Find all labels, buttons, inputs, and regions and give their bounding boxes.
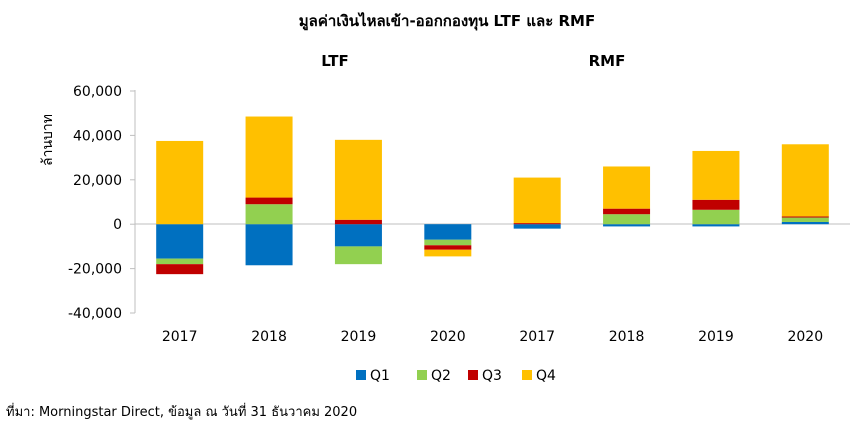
bar-q3-7 xyxy=(781,216,829,218)
bar-q2-6 xyxy=(692,209,740,225)
bar-q3-5 xyxy=(603,208,651,215)
bar-q2-0 xyxy=(156,258,204,265)
bar-q1-2 xyxy=(334,224,382,247)
chart-title: มูลค่าเงินไหลเข้า-ออกกองทุน LTF และ RMF xyxy=(299,11,595,31)
bar-q2-5 xyxy=(603,214,651,225)
bar-q2-3 xyxy=(424,239,472,246)
bar-q4-5 xyxy=(603,166,651,209)
legend-swatch-q3 xyxy=(468,370,478,380)
legend-swatch-q2 xyxy=(417,370,427,380)
x-tick-label: 2018 xyxy=(251,329,287,345)
bar-q3-1 xyxy=(245,197,293,205)
bar-q3-2 xyxy=(334,219,382,225)
y-tick-label: 40,000 xyxy=(73,128,122,144)
x-tick-label: 2018 xyxy=(609,329,645,345)
bar-q1-5 xyxy=(603,224,651,227)
bar-q1-3 xyxy=(424,224,472,240)
y-axis-title: ล้านบาท xyxy=(40,114,56,166)
legend-label-q1: Q1 xyxy=(370,368,390,384)
y-tick-label: 60,000 xyxy=(73,84,122,100)
legend-swatch-q1 xyxy=(356,370,366,380)
bar-q1-4 xyxy=(513,224,561,229)
bar-q4-0 xyxy=(156,140,204,225)
legend-swatch-q4 xyxy=(522,370,532,380)
bar-q4-3 xyxy=(424,249,472,257)
x-tick-label: 2017 xyxy=(519,329,555,345)
x-tick-label: 2020 xyxy=(787,329,823,345)
x-tick-label: 2017 xyxy=(162,329,198,345)
group-label-ltf: LTF xyxy=(321,52,349,70)
bar-q4-7 xyxy=(781,144,829,217)
bar-q1-6 xyxy=(692,224,740,227)
x-tick-label: 2019 xyxy=(698,329,734,345)
legend: Q1 Q2 Q3 Q4 xyxy=(356,368,556,384)
source-note: ที่มา: Morningstar Direct, ข้อมูล ณ วันท… xyxy=(6,405,358,420)
y-tick-label: -40,000 xyxy=(68,306,122,322)
bar-q4-2 xyxy=(334,139,382,220)
bar-q2-2 xyxy=(334,246,382,265)
y-tick-label: 0 xyxy=(113,217,122,233)
bar-q4-4 xyxy=(513,177,561,224)
bar-q2-7 xyxy=(781,217,829,222)
bar-q1-0 xyxy=(156,224,204,259)
legend-label-q3: Q3 xyxy=(482,368,502,384)
bar-q4-1 xyxy=(245,116,293,198)
bar-q4-6 xyxy=(692,150,740,200)
group-label-rmf: RMF xyxy=(589,52,626,70)
x-tick-label: 2019 xyxy=(341,329,377,345)
bar-q3-4 xyxy=(513,223,561,225)
y-tick-label: 20,000 xyxy=(73,173,122,189)
legend-label-q2: Q2 xyxy=(431,368,451,384)
x-tick-label: 2020 xyxy=(430,329,466,345)
bar-q2-1 xyxy=(245,204,293,225)
y-ticks: 60,000 40,000 20,000 0 -20,000 -40,000 xyxy=(68,84,135,322)
y-tick-label: -20,000 xyxy=(68,262,122,278)
legend-label-q4: Q4 xyxy=(536,368,556,384)
bar-q3-3 xyxy=(424,245,472,250)
bar-q1-1 xyxy=(245,224,293,266)
x-tick-labels: 2017 2018 2019 2020 2017 2018 2019 2020 xyxy=(162,329,823,345)
bar-q3-6 xyxy=(692,199,740,210)
bar-q3-0 xyxy=(156,264,204,275)
bar-q1-7 xyxy=(781,221,829,225)
bars xyxy=(156,116,829,275)
